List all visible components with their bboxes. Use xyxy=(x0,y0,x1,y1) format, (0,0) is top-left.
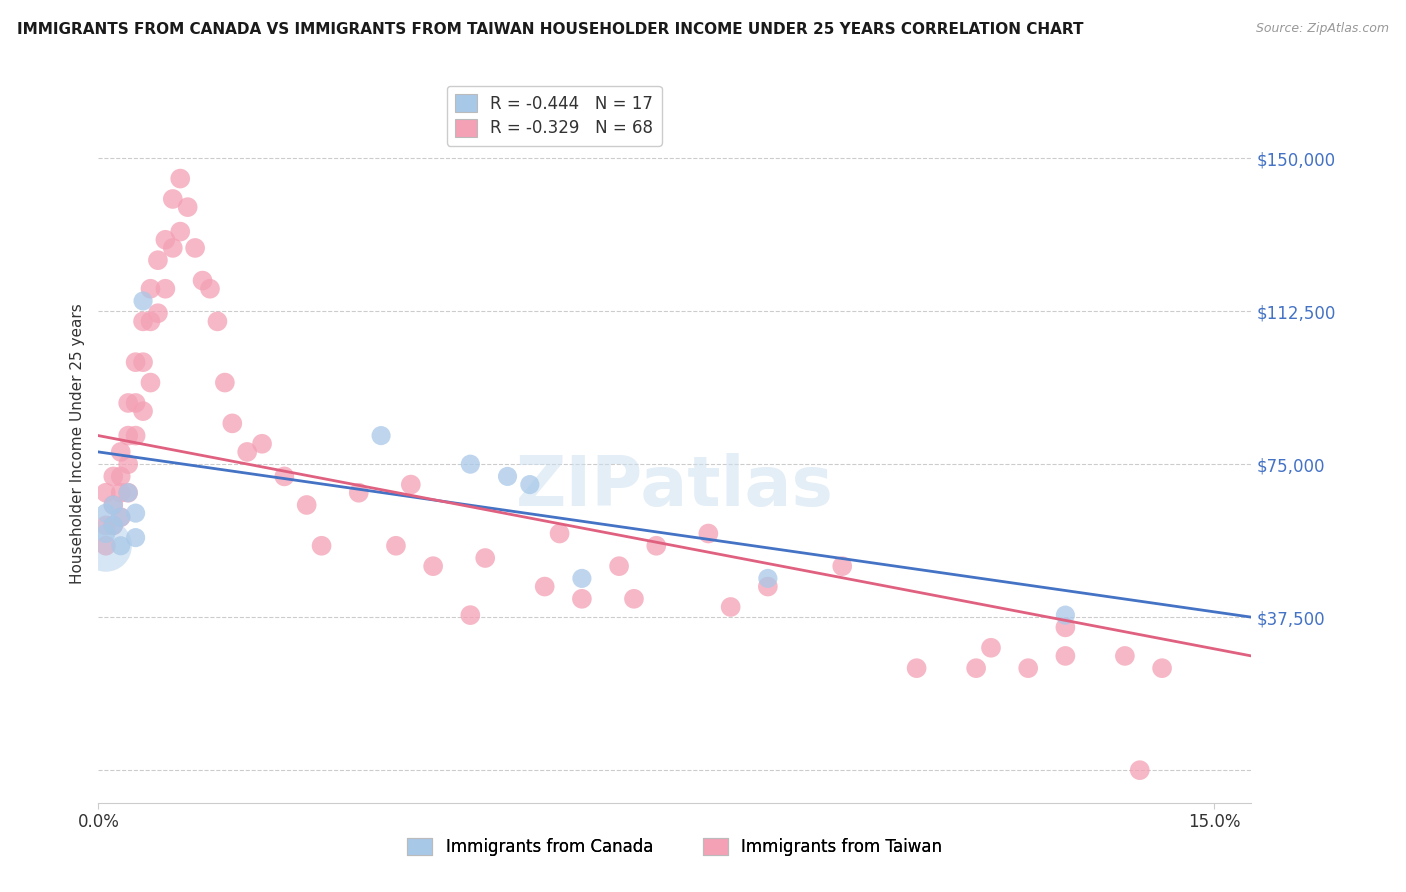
Point xyxy=(221,417,243,431)
Point xyxy=(117,485,139,500)
Point xyxy=(1054,648,1077,663)
Point xyxy=(110,539,132,553)
Point xyxy=(623,591,645,606)
Point xyxy=(132,355,155,369)
Point xyxy=(273,469,295,483)
Point xyxy=(571,591,593,606)
Point xyxy=(110,469,132,483)
Point xyxy=(496,469,519,483)
Point xyxy=(146,253,169,268)
Point xyxy=(905,661,928,675)
Point xyxy=(1017,661,1039,675)
Point xyxy=(460,608,482,623)
Point xyxy=(103,498,125,512)
Point xyxy=(117,428,139,442)
Point xyxy=(474,551,496,566)
Point xyxy=(117,485,139,500)
Point xyxy=(110,485,132,500)
Point xyxy=(155,233,177,247)
Point xyxy=(103,518,125,533)
Point xyxy=(110,510,132,524)
Point xyxy=(236,445,259,459)
Point xyxy=(176,200,198,214)
Text: IMMIGRANTS FROM CANADA VS IMMIGRANTS FROM TAIWAN HOUSEHOLDER INCOME UNDER 25 YEA: IMMIGRANTS FROM CANADA VS IMMIGRANTS FRO… xyxy=(17,22,1084,37)
Point xyxy=(207,314,229,328)
Point xyxy=(103,469,125,483)
Point xyxy=(117,396,139,410)
Point xyxy=(756,580,779,594)
Point xyxy=(94,485,117,500)
Text: ZIPatlas: ZIPatlas xyxy=(516,453,834,520)
Point xyxy=(214,376,236,390)
Point xyxy=(1152,661,1174,675)
Point xyxy=(720,599,742,614)
Point xyxy=(162,192,184,206)
Point xyxy=(1114,648,1136,663)
Point xyxy=(139,282,162,296)
Point xyxy=(831,559,853,574)
Point xyxy=(110,510,132,524)
Point xyxy=(385,539,408,553)
Point xyxy=(607,559,630,574)
Point xyxy=(94,518,117,533)
Point xyxy=(132,293,155,308)
Point xyxy=(980,640,1002,655)
Point xyxy=(124,355,146,369)
Point xyxy=(146,306,169,320)
Point xyxy=(645,539,668,553)
Point xyxy=(311,539,333,553)
Point xyxy=(1129,763,1152,777)
Point xyxy=(422,559,444,574)
Point xyxy=(1054,620,1077,634)
Point xyxy=(162,241,184,255)
Point xyxy=(533,580,555,594)
Point xyxy=(94,506,117,520)
Point xyxy=(94,526,117,541)
Point xyxy=(124,506,146,520)
Point xyxy=(139,376,162,390)
Y-axis label: Householder Income Under 25 years: Householder Income Under 25 years xyxy=(69,303,84,584)
Point xyxy=(103,518,125,533)
Point xyxy=(94,539,117,553)
Legend: Immigrants from Canada, Immigrants from Taiwan: Immigrants from Canada, Immigrants from … xyxy=(401,831,949,863)
Point xyxy=(548,526,571,541)
Point xyxy=(519,477,541,491)
Point xyxy=(756,571,779,585)
Point xyxy=(460,457,482,471)
Point xyxy=(571,571,593,585)
Point xyxy=(697,526,720,541)
Point xyxy=(94,539,117,553)
Point xyxy=(124,531,146,545)
Point xyxy=(103,498,125,512)
Point xyxy=(132,314,155,328)
Point xyxy=(347,485,370,500)
Point xyxy=(198,282,221,296)
Point xyxy=(124,396,146,410)
Point xyxy=(110,445,132,459)
Point xyxy=(169,225,191,239)
Point xyxy=(250,437,273,451)
Point xyxy=(155,282,177,296)
Point xyxy=(117,457,139,471)
Point xyxy=(139,314,162,328)
Point xyxy=(370,428,392,442)
Point xyxy=(1054,608,1077,623)
Point xyxy=(399,477,422,491)
Point xyxy=(169,171,191,186)
Point xyxy=(295,498,318,512)
Point xyxy=(184,241,207,255)
Point xyxy=(191,274,214,288)
Text: Source: ZipAtlas.com: Source: ZipAtlas.com xyxy=(1256,22,1389,36)
Point xyxy=(132,404,155,418)
Point xyxy=(965,661,987,675)
Point xyxy=(124,428,146,442)
